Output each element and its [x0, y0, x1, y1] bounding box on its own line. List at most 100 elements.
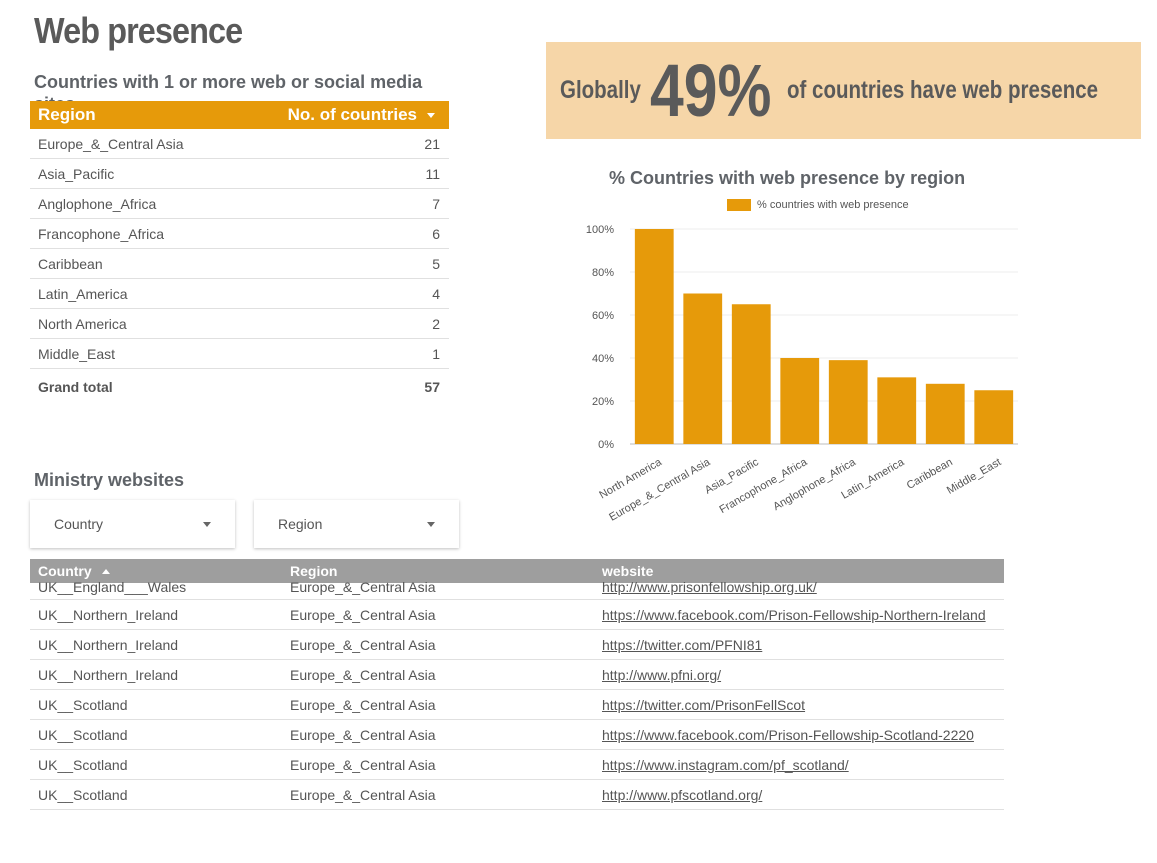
summary-count-cell: 4 — [432, 285, 440, 302]
column-header-region[interactable]: Region — [38, 105, 96, 124]
bar[interactable] — [780, 358, 820, 444]
summary-count-cell: 1 — [432, 345, 440, 362]
country-cell: UK__Northern_Ireland — [38, 666, 179, 683]
summary-table-header: Region No. of countries — [30, 101, 449, 129]
summary-grand-total-row: Grand total 57 — [30, 369, 449, 405]
country-cell: UK__Scotland — [38, 756, 128, 773]
chevron-down-icon — [203, 521, 211, 527]
grand-total-value: 57 — [424, 379, 440, 395]
summary-region-cell: Europe_&_Central Asia — [38, 135, 184, 152]
summary-region-cell: North America — [38, 315, 127, 332]
y-tick-label: 0% — [598, 439, 614, 451]
ministry-section-title: Ministry websites — [34, 470, 185, 490]
summary-count-cell: 5 — [432, 255, 440, 272]
country-cell: UK__Scotland — [38, 726, 128, 743]
website-link[interactable]: http://www.pfscotland.org/ — [602, 786, 763, 803]
country-cell: UK__Northern_Ireland — [38, 636, 179, 653]
column-header-count[interactable]: No. of countries — [288, 105, 449, 125]
y-tick-label: 100% — [586, 224, 614, 236]
website-link[interactable]: https://www.instagram.com/pf_scotland/ — [602, 756, 849, 773]
summary-region-cell: Latin_America — [38, 285, 128, 302]
ministry-table-row: UK__Northern_Ireland Europe_&_Central Asi… — [30, 600, 1004, 630]
x-tick-label: Anglophone_Africa — [771, 456, 858, 513]
region-cell: Europe_&_Central Asia — [290, 786, 436, 803]
ministry-table-row: UK__Scotland Europe_&_Central Asia https:/… — [30, 720, 1004, 750]
summary-table-row: Caribbean 5 — [30, 249, 449, 279]
bar[interactable] — [683, 293, 723, 445]
page-title: Web presence — [34, 10, 243, 51]
sort-descending-icon — [427, 112, 435, 118]
bar[interactable] — [634, 229, 674, 444]
summary-region-cell: Middle_East — [38, 345, 116, 362]
website-link[interactable]: http://www.prisonfellowship.org.uk/ — [602, 579, 817, 595]
summary-region-cell: Francophone_Africa — [38, 225, 165, 242]
summary-region-cell: Asia_Pacific — [38, 165, 115, 182]
ministry-table-header: Country Region website — [30, 559, 1004, 583]
website-link[interactable]: https://www.facebook.com/Prison-Fellowsh… — [602, 606, 986, 623]
column-header-region[interactable]: Region — [290, 563, 338, 579]
column-header-country-label: Country — [38, 563, 92, 579]
bar[interactable] — [828, 360, 868, 444]
column-header-country[interactable]: Country — [30, 563, 290, 579]
summary-region-cell: Caribbean — [38, 255, 103, 272]
region-cell: Europe_&_Central Asia — [290, 756, 436, 773]
region-cell: Europe_&_Central Asia — [290, 579, 436, 595]
summary-table-row: Middle_East 1 — [30, 339, 449, 369]
x-tick-label: Middle_East — [945, 456, 1003, 497]
ministry-table-row: UK__Scotland Europe_&_Central Asia http://… — [30, 780, 1004, 810]
global-stat-banner: Globally 49% of countries have web prese… — [546, 42, 1141, 139]
summary-table-row: Europe_&_Central Asia 21 — [30, 129, 449, 159]
chevron-down-icon — [427, 521, 435, 527]
column-header-count-label: No. of countries — [287, 105, 417, 124]
ministry-table: Country Region website UK__England___Wal… — [30, 559, 1004, 818]
sort-ascending-icon — [101, 568, 110, 574]
banner-suffix: of countries have web presence — [787, 76, 1099, 104]
column-header-website[interactable]: website — [602, 563, 654, 579]
region-cell: Europe_&_Central Asia — [290, 606, 436, 623]
country-cell: UK__Scotland — [38, 786, 128, 803]
bar-chart: 0% 20% 40% 60% 80% 100% North America Europe_&_… — [560, 160, 1030, 530]
ministry-table-row: UK__Scotland Europe_&_Central Asia https:/… — [30, 750, 1004, 780]
ministry-table-body[interactable]: UK__England___Wales Europe_&_Central Asia… — [30, 575, 1004, 810]
y-tick-label: 40% — [592, 353, 614, 365]
bar-chart-svg: 0%20%40%60%80%100%North AmericaEurope_&_… — [586, 224, 1018, 524]
summary-table-row: Latin_America 4 — [30, 279, 449, 309]
summary-count-cell: 7 — [432, 195, 440, 212]
country-cell: UK__Scotland — [38, 696, 128, 713]
y-tick-label: 80% — [592, 267, 614, 279]
region-filter-dropdown[interactable]: Region — [254, 500, 459, 548]
summary-table-row: Francophone_Africa 6 — [30, 219, 449, 249]
summary-count-cell: 6 — [432, 225, 440, 242]
summary-region-cell: Anglophone_Africa — [38, 195, 157, 212]
region-cell: Europe_&_Central Asia — [290, 666, 436, 683]
country-cell: UK__England___Wales — [38, 579, 187, 595]
summary-count-cell: 2 — [432, 315, 440, 332]
summary-table-row: North America 2 — [30, 309, 449, 339]
x-tick-label: Francophone_Africa — [717, 456, 810, 516]
ministry-table-row: UK__Scotland Europe_&_Central Asia https:/… — [30, 690, 1004, 720]
ministry-table-row: UK__Northern_Ireland Europe_&_Central Asi… — [30, 660, 1004, 690]
bar[interactable] — [731, 304, 771, 444]
website-link[interactable]: https://www.facebook.com/Prison-Fellowsh… — [602, 726, 974, 743]
website-link[interactable]: https://twitter.com/PrisonFellScot — [602, 696, 806, 713]
ministry-table-row: UK__England___Wales Europe_&_Central Asia… — [30, 575, 1004, 600]
bar[interactable] — [925, 383, 965, 444]
y-tick-label: 20% — [592, 396, 614, 408]
website-link[interactable]: https://twitter.com/PFNI81 — [602, 636, 763, 653]
region-cell: Europe_&_Central Asia — [290, 726, 436, 743]
country-filter-label: Country — [54, 516, 104, 532]
summary-count-cell: 21 — [424, 135, 440, 152]
ministry-table-row: UK__Northern_Ireland Europe_&_Central Asi… — [30, 630, 1004, 660]
website-link[interactable]: http://www.pfni.org/ — [602, 666, 722, 683]
summary-table-row: Asia_Pacific 11 — [30, 159, 449, 189]
summary-count-cell: 11 — [425, 165, 440, 182]
summary-table-row: Anglophone_Africa 7 — [30, 189, 449, 219]
banner-value: 49% — [650, 49, 772, 132]
grand-total-label: Grand total — [38, 379, 113, 395]
chart-legend: % countries with web presence — [727, 199, 909, 211]
banner-prefix: Globally — [560, 76, 641, 104]
bar[interactable] — [974, 390, 1014, 444]
country-filter-dropdown[interactable]: Country — [30, 500, 235, 548]
summary-table: Region No. of countries Europe_&_Central… — [30, 101, 449, 405]
bar[interactable] — [877, 377, 917, 444]
